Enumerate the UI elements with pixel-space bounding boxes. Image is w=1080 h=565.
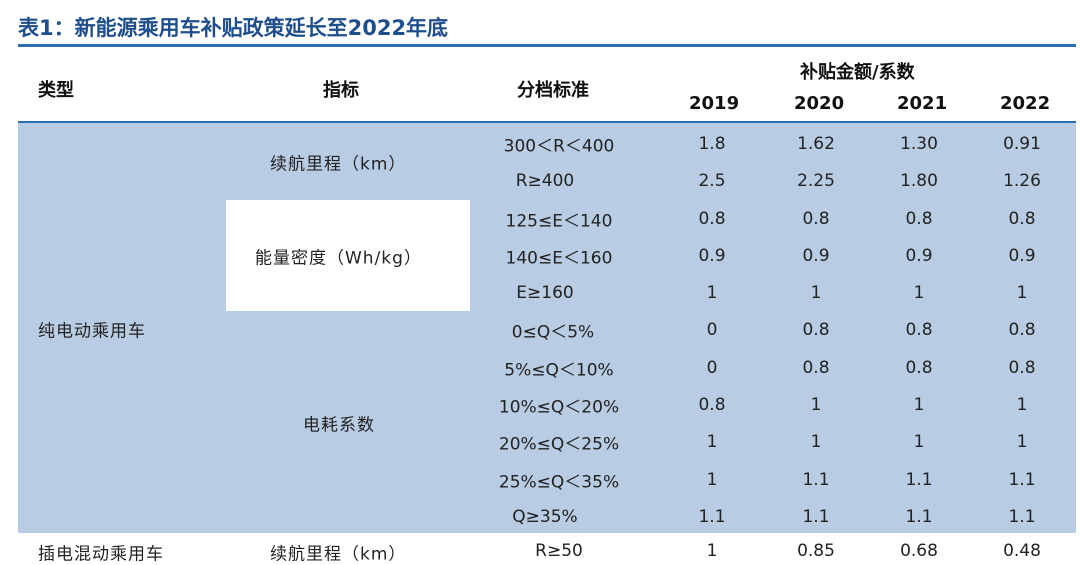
header-year-2021: 2021 — [897, 93, 948, 114]
value-cell: 0.8 — [698, 209, 726, 229]
value-cell: 0.9 — [698, 246, 726, 266]
header-underline — [18, 121, 1076, 123]
band-energy-left — [18, 200, 226, 311]
value-cell: 1.30 — [900, 134, 938, 154]
value-cell: 2.5 — [698, 171, 726, 191]
value-cell: 0.8 — [905, 358, 933, 378]
value-cell: 1.1 — [1008, 507, 1036, 527]
tier-cell: 10%≤Q＜20% — [498, 397, 620, 418]
metric-phev-range: 续航里程（km） — [270, 544, 407, 565]
tier-cell: E≥160 — [516, 283, 574, 303]
value-cell: 1 — [913, 283, 925, 303]
value-cell: 1 — [706, 541, 718, 561]
value-cell: 1.1 — [1008, 470, 1036, 490]
value-cell: 1.1 — [698, 507, 726, 527]
value-cell: 0.8 — [905, 320, 933, 340]
value-cell: 1 — [706, 432, 718, 452]
tier-cell: 125≤E＜140 — [505, 211, 613, 232]
value-cell: 0.8 — [1008, 320, 1036, 340]
value-cell: 1 — [1016, 395, 1028, 415]
value-cell: 0.8 — [698, 395, 726, 415]
band-range — [18, 123, 1076, 200]
header-year-2022: 2022 — [1000, 93, 1051, 114]
tier-cell: 20%≤Q＜25% — [498, 434, 620, 455]
header-type: 类型 — [38, 80, 74, 101]
tier-cell: 140≤E＜160 — [505, 248, 613, 269]
band-energy-right — [470, 200, 1076, 311]
group-phev: 插电混动乘用车 — [38, 544, 164, 565]
value-cell: 1 — [1016, 283, 1028, 303]
metric-consumption: 电耗系数 — [303, 415, 375, 436]
value-cell: 1.1 — [905, 470, 933, 490]
value-cell: 1.1 — [802, 470, 830, 490]
value-cell: 1 — [706, 283, 718, 303]
value-cell: 1 — [1016, 432, 1028, 452]
value-cell: 1.62 — [797, 134, 835, 154]
tier-cell: R≥50 — [535, 541, 583, 561]
value-cell: 0.8 — [802, 209, 830, 229]
table-title: 表1：新能源乘用车补贴政策延长至2022年底 — [18, 16, 449, 40]
header-year-2019: 2019 — [689, 93, 740, 114]
value-cell: 0 — [706, 358, 718, 378]
value-cell: 1.80 — [900, 171, 938, 191]
value-cell: 0.48 — [1003, 541, 1041, 561]
tier-cell: 300＜R＜400 — [503, 136, 615, 157]
value-cell: 1 — [810, 395, 822, 415]
value-cell: 0.8 — [1008, 358, 1036, 378]
value-cell: 0.9 — [905, 246, 933, 266]
value-cell: 0.8 — [802, 358, 830, 378]
value-cell: 1 — [913, 432, 925, 452]
value-cell: 0.9 — [1008, 246, 1036, 266]
metric-range: 续航里程（km） — [270, 154, 407, 175]
value-cell: 0.8 — [1008, 209, 1036, 229]
value-cell: 1.1 — [802, 507, 830, 527]
header-metric: 指标 — [323, 80, 359, 101]
value-cell: 2.25 — [797, 171, 835, 191]
value-cell: 0.9 — [802, 246, 830, 266]
tier-cell: R≥400 — [515, 171, 575, 191]
value-cell: 0.8 — [905, 209, 933, 229]
metric-energy-density: 能量密度（Wh/kg） — [255, 248, 422, 269]
value-cell: 0.85 — [797, 541, 835, 561]
header-subsidy-group: 补贴金额/系数 — [800, 62, 915, 83]
group-bev: 纯电动乘用车 — [38, 321, 146, 342]
value-cell: 1.8 — [698, 134, 726, 154]
value-cell: 0.68 — [900, 541, 938, 561]
value-cell: 0 — [706, 320, 718, 340]
value-cell: 1 — [706, 470, 718, 490]
value-cell: 1 — [810, 432, 822, 452]
tier-cell: Q≥35% — [512, 507, 578, 527]
tier-cell: 25%≤Q＜35% — [498, 472, 620, 493]
header-year-2020: 2020 — [794, 93, 845, 114]
band-consumption — [18, 311, 1076, 533]
value-cell: 0.91 — [1003, 134, 1041, 154]
value-cell: 1 — [810, 283, 822, 303]
value-cell: 0.8 — [802, 320, 830, 340]
header-tier: 分档标准 — [517, 80, 589, 101]
tier-cell: 5%≤Q＜10% — [504, 360, 614, 381]
value-cell: 1.1 — [905, 507, 933, 527]
value-cell: 1.26 — [1003, 171, 1041, 191]
tier-cell: 0≤Q＜5% — [511, 322, 595, 343]
title-underline — [18, 44, 1076, 47]
value-cell: 1 — [913, 395, 925, 415]
